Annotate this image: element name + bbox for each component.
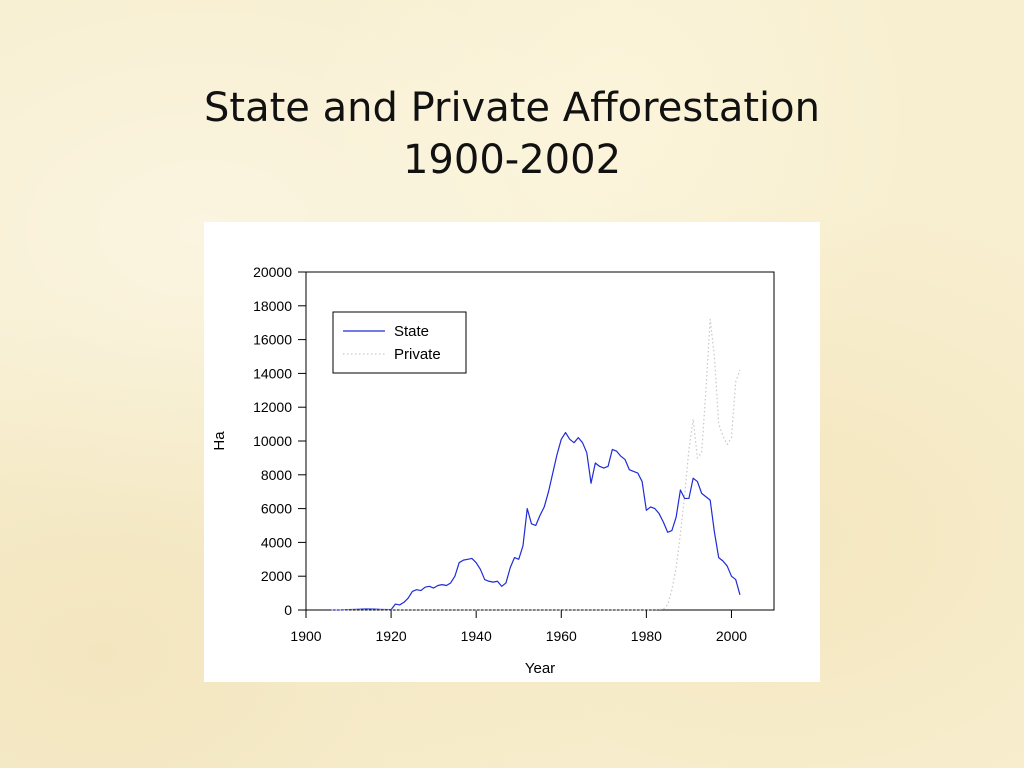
x-tick-label: 1940 — [461, 628, 492, 644]
line-chart: 0 2000 4000 6000 8000 10000 12000 14000 16000 180… — [211, 264, 775, 677]
y-axis: 0 2000 4000 6000 8000 10000 12000 14000 16000 180… — [253, 264, 306, 618]
x-tick-label: 1920 — [376, 628, 407, 644]
x-tick-label: 1960 — [546, 628, 577, 644]
y-tick-label: 0 — [284, 602, 292, 618]
slide-title-line1: State and Private Afforestation — [204, 85, 820, 131]
x-tick-label: 1980 — [631, 628, 662, 644]
legend-label-private: Private — [394, 346, 441, 363]
y-tick-label: 4000 — [261, 534, 292, 550]
y-axis-label: Ha — [211, 431, 228, 451]
x-axis-label: Year — [525, 660, 555, 677]
y-tick-label: 12000 — [253, 399, 292, 415]
x-axis: 1900 1920 1940 1960 1980 2000 — [290, 610, 747, 644]
series-line-state — [331, 431, 741, 611]
y-tick-label: 18000 — [253, 298, 292, 314]
y-tick-label: 20000 — [253, 264, 292, 280]
slide-title: State and Private Afforestation 1900-200… — [0, 82, 1024, 186]
y-tick-label: 16000 — [253, 332, 292, 348]
y-tick-label: 2000 — [261, 568, 292, 584]
x-tick-label: 1900 — [290, 628, 321, 644]
y-tick-label: 6000 — [261, 501, 292, 517]
slide-title-line2: 1900-2002 — [402, 137, 622, 183]
y-tick-label: 14000 — [253, 365, 292, 381]
y-tick-label: 8000 — [261, 467, 292, 483]
legend-label-state: State — [394, 323, 429, 340]
legend-box — [332, 311, 467, 374]
legend: State Private — [332, 311, 467, 374]
series-line-private — [331, 318, 741, 611]
y-tick-label: 10000 — [253, 433, 292, 449]
chart-panel: 0 2000 4000 6000 8000 10000 12000 14000 16000 180… — [204, 222, 820, 682]
x-tick-label: 2000 — [716, 628, 747, 644]
series-group — [331, 318, 741, 611]
